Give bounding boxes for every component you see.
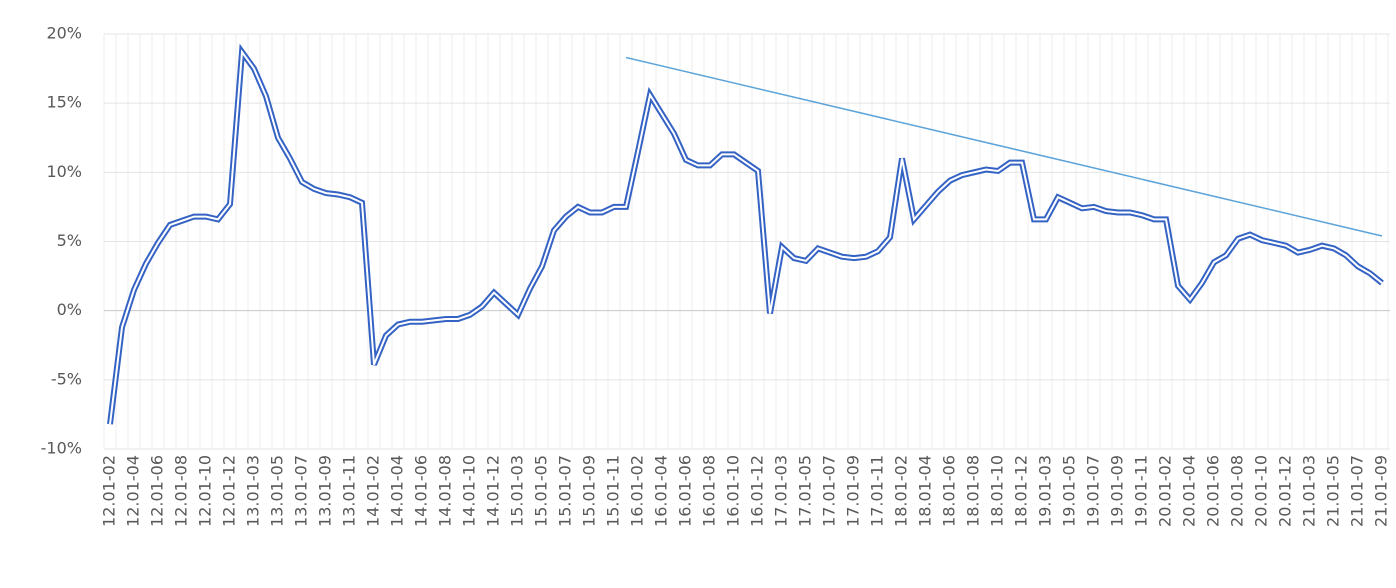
x-tick-label: 14.01-12	[484, 455, 503, 527]
x-tick-label: 14.01-04	[388, 455, 407, 527]
x-tick-label: 18.01-06	[940, 455, 959, 527]
x-tick-label: 13.01-09	[316, 455, 335, 527]
x-tick-label: 17.01-05	[796, 455, 815, 527]
x-tick-label: 12.01-12	[220, 455, 239, 527]
x-tick-label: 21.01-07	[1348, 455, 1367, 527]
x-tick-label: 20.01-04	[1180, 455, 1199, 527]
x-tick-label: 17.01-11	[868, 455, 887, 527]
series-line-inner	[109, 49, 1383, 425]
x-tick-label: 16.01-08	[700, 455, 719, 527]
x-tick-label: 14.01-06	[412, 455, 431, 527]
x-tick-label: 15.01-07	[556, 455, 575, 527]
x-tick-label: 18.01-04	[916, 455, 935, 527]
x-tick-label: 15.01-05	[532, 455, 551, 527]
x-tick-label: 18.01-02	[892, 455, 911, 527]
x-tick-label: 21.01-09	[1372, 455, 1391, 527]
y-tick-label: 5%	[57, 231, 82, 250]
x-tick-label: 14.01-02	[364, 455, 383, 527]
x-tick-label: 13.01-03	[244, 455, 263, 527]
x-tick-label: 15.01-03	[508, 455, 527, 527]
x-tick-label: 12.01-04	[124, 455, 143, 527]
y-tick-label: -10%	[41, 439, 82, 458]
series-line	[107, 43, 1384, 425]
x-tick-label: 16.01-04	[652, 455, 671, 527]
x-tick-label: 18.01-10	[988, 455, 1007, 527]
x-tick-label: 12.01-02	[100, 455, 119, 527]
x-tick-label: 13.01-05	[268, 455, 287, 527]
x-tick-label: 20.01-12	[1276, 455, 1295, 527]
x-tick-label: 21.01-05	[1324, 455, 1343, 527]
x-tick-label: 12.01-08	[172, 455, 191, 527]
x-tick-label: 13.01-11	[340, 455, 359, 527]
x-tick-label: 17.01-07	[820, 455, 839, 527]
x-tick-label: 16.01-06	[676, 455, 695, 527]
x-tick-label: 19.01-07	[1084, 455, 1103, 527]
x-tick-label: 12.01-10	[196, 455, 215, 527]
x-tick-label: 18.01-08	[964, 455, 983, 527]
x-tick-label: 16.01-10	[724, 455, 743, 527]
y-tick-label: 20%	[46, 24, 82, 43]
x-tick-label: 14.01-10	[460, 455, 479, 527]
trend-line	[625, 56, 1383, 237]
x-tick-label: 17.01-03	[772, 455, 791, 527]
x-tick-label: 21.01-03	[1300, 455, 1319, 527]
x-tick-label: 19.01-11	[1132, 455, 1151, 527]
x-tick-label: 12.01-06	[148, 455, 167, 527]
y-tick-label: -5%	[51, 369, 82, 388]
x-tick-label: 18.01-12	[1012, 455, 1031, 527]
x-tick-label: 17.01-09	[844, 455, 863, 527]
x-tick-label: 15.01-11	[604, 455, 623, 527]
x-tick-label: 16.01-02	[628, 455, 647, 527]
x-tick-label: 19.01-09	[1108, 455, 1127, 527]
y-tick-label: 0%	[57, 300, 82, 319]
x-tick-label: 20.01-06	[1204, 455, 1223, 527]
y-tick-label: 15%	[46, 93, 82, 112]
x-tick-label: 20.01-10	[1252, 455, 1271, 527]
x-tick-label: 20.01-08	[1228, 455, 1247, 527]
x-tick-label: 20.01-02	[1156, 455, 1175, 527]
x-tick-label: 16.01-12	[748, 455, 767, 527]
y-tick-label: 10%	[46, 162, 82, 181]
x-tick-label: 19.01-05	[1060, 455, 1079, 527]
x-tick-label: 14.01-08	[436, 455, 455, 527]
x-tick-label: 15.01-09	[580, 455, 599, 527]
x-tick-label: 19.01-03	[1036, 455, 1055, 527]
x-tick-label: 13.01-07	[292, 455, 311, 527]
